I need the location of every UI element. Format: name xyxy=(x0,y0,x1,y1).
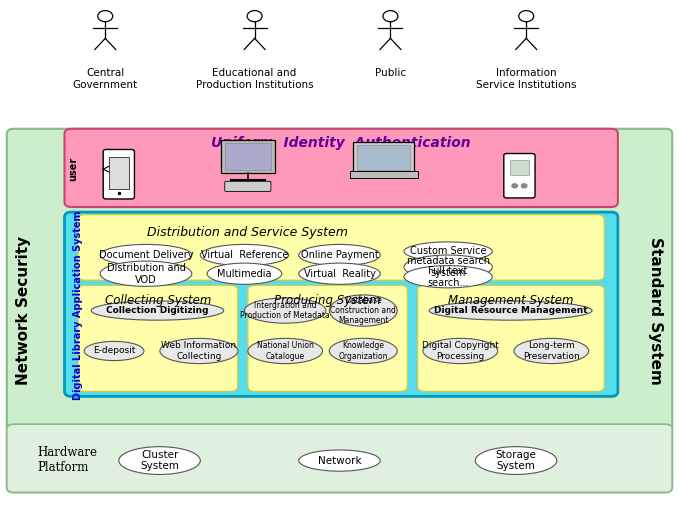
Text: Educational and
Production Institutions: Educational and Production Institutions xyxy=(196,68,314,90)
Text: Standard System: Standard System xyxy=(648,237,663,384)
Text: Online Payment: Online Payment xyxy=(301,250,378,260)
Text: Storage
System: Storage System xyxy=(496,450,536,471)
Ellipse shape xyxy=(200,244,289,266)
Ellipse shape xyxy=(404,266,492,288)
Text: user: user xyxy=(69,157,78,181)
Text: Full text
search...: Full text search... xyxy=(427,266,469,287)
FancyBboxPatch shape xyxy=(357,145,410,170)
Ellipse shape xyxy=(160,338,238,364)
Text: Collecting System: Collecting System xyxy=(105,294,211,308)
Text: Public: Public xyxy=(375,68,406,78)
Ellipse shape xyxy=(404,255,492,279)
Text: Uniform  Identity  Authentication: Uniform Identity Authentication xyxy=(211,136,471,150)
Ellipse shape xyxy=(514,338,589,364)
Text: Network: Network xyxy=(318,456,361,466)
Text: Virtual  Reference: Virtual Reference xyxy=(201,250,288,260)
FancyBboxPatch shape xyxy=(109,157,129,189)
Text: Long-term
Preservation: Long-term Preservation xyxy=(523,341,580,361)
Text: Management System: Management System xyxy=(448,294,574,308)
FancyBboxPatch shape xyxy=(7,129,672,492)
Text: Cluster
System: Cluster System xyxy=(140,450,179,471)
Text: Intergration and
Production of Metadata: Intergration and Production of Metadata xyxy=(240,301,330,320)
FancyBboxPatch shape xyxy=(103,149,134,199)
Ellipse shape xyxy=(475,446,557,475)
Text: National Union
Catalogue: National Union Catalogue xyxy=(257,341,314,361)
Text: Web Information
Collecting: Web Information Collecting xyxy=(162,341,236,361)
FancyBboxPatch shape xyxy=(248,285,407,391)
Ellipse shape xyxy=(84,341,144,361)
Text: Distribution and Service System: Distribution and Service System xyxy=(147,226,348,239)
Ellipse shape xyxy=(100,244,191,266)
Circle shape xyxy=(512,184,517,188)
Text: Knowledge
Organization: Knowledge Organization xyxy=(339,341,388,361)
FancyBboxPatch shape xyxy=(65,129,618,207)
Text: Multimedia: Multimedia xyxy=(217,269,272,279)
FancyBboxPatch shape xyxy=(225,143,271,170)
FancyBboxPatch shape xyxy=(350,171,418,178)
Text: Information
Service Institutions: Information Service Institutions xyxy=(476,68,576,90)
FancyBboxPatch shape xyxy=(418,285,604,391)
Text: Custom Service: Custom Service xyxy=(410,246,486,257)
Text: Document Delivery: Document Delivery xyxy=(98,250,194,260)
FancyBboxPatch shape xyxy=(221,140,275,173)
Ellipse shape xyxy=(299,263,380,284)
Text: Central
Government: Central Government xyxy=(73,68,138,90)
Ellipse shape xyxy=(329,338,397,364)
Text: Database
Construction and
Management: Database Construction and Management xyxy=(330,295,397,326)
FancyBboxPatch shape xyxy=(7,424,672,492)
FancyBboxPatch shape xyxy=(353,142,414,173)
Ellipse shape xyxy=(244,298,326,323)
FancyBboxPatch shape xyxy=(65,212,618,396)
Text: Digital Resource Management: Digital Resource Management xyxy=(434,306,587,315)
Circle shape xyxy=(521,184,527,188)
FancyBboxPatch shape xyxy=(504,154,535,198)
Text: E-deposit: E-deposit xyxy=(93,346,135,356)
Text: Producing System: Producing System xyxy=(274,294,381,308)
Text: Digital Library Application System: Digital Library Application System xyxy=(73,211,83,400)
Ellipse shape xyxy=(207,263,282,284)
Ellipse shape xyxy=(119,446,200,475)
Ellipse shape xyxy=(329,295,397,326)
Ellipse shape xyxy=(404,242,492,261)
Text: Distribution and
VOD: Distribution and VOD xyxy=(107,263,185,284)
Ellipse shape xyxy=(100,261,191,286)
Text: Collection Digitizing: Collection Digitizing xyxy=(107,306,208,315)
Text: Network Security: Network Security xyxy=(16,236,31,385)
FancyBboxPatch shape xyxy=(510,160,529,175)
Text: metadata search
system: metadata search system xyxy=(407,257,490,278)
Text: Virtual  Reality: Virtual Reality xyxy=(304,269,375,279)
Ellipse shape xyxy=(248,338,323,364)
Text: Digital Copyright
Processing: Digital Copyright Processing xyxy=(422,341,499,361)
Ellipse shape xyxy=(429,301,592,320)
FancyBboxPatch shape xyxy=(78,285,238,391)
FancyBboxPatch shape xyxy=(225,181,271,191)
Ellipse shape xyxy=(92,301,224,320)
Ellipse shape xyxy=(299,450,380,471)
Ellipse shape xyxy=(423,338,498,364)
Ellipse shape xyxy=(299,244,380,266)
FancyBboxPatch shape xyxy=(78,215,604,280)
Text: Hardware
Platform: Hardware Platform xyxy=(37,445,97,474)
